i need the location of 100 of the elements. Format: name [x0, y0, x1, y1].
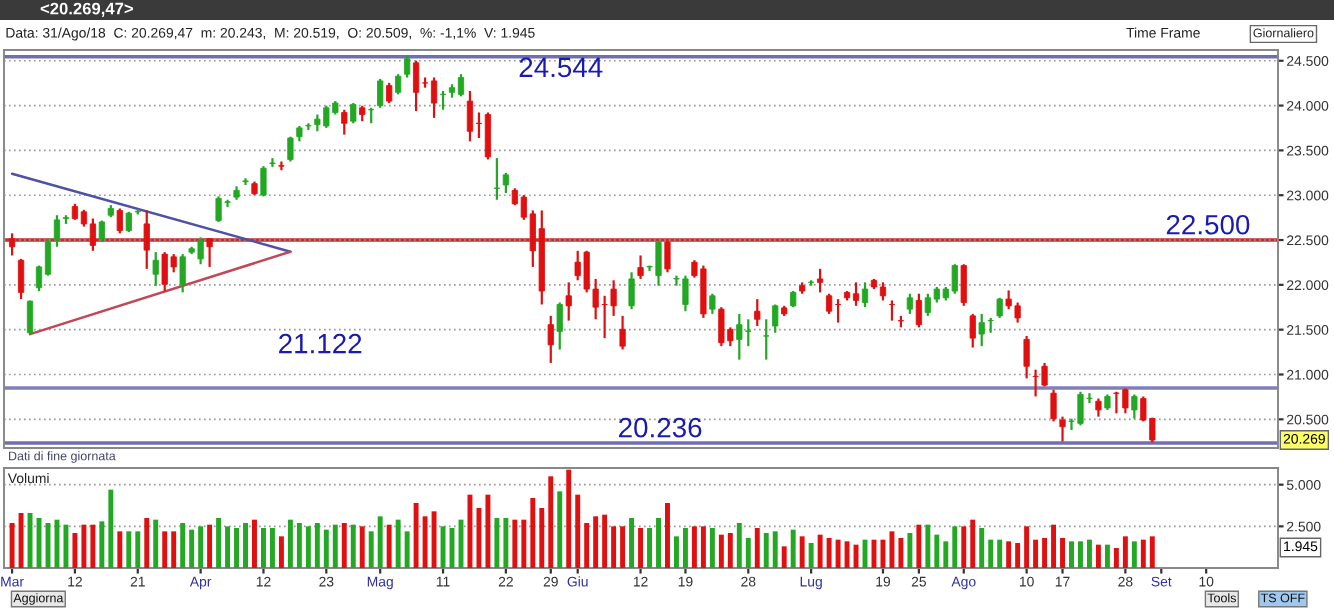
bar [162, 531, 168, 568]
candlestick [969, 312, 976, 349]
bar [261, 528, 266, 568]
candlestick [457, 73, 465, 98]
bar [252, 519, 257, 568]
bar [180, 523, 186, 568]
bar [682, 528, 688, 568]
bar [126, 531, 132, 568]
candlestick [906, 292, 914, 316]
bar [880, 539, 886, 568]
bar [1131, 541, 1137, 568]
candlestick [619, 314, 626, 351]
bar [700, 526, 706, 568]
bar [72, 533, 78, 568]
bar [844, 541, 850, 568]
bar [1024, 526, 1030, 568]
candlestick [466, 89, 474, 143]
bar [413, 503, 419, 568]
bar [593, 516, 599, 568]
candlestick [1131, 393, 1138, 420]
bar [171, 531, 177, 568]
bar [225, 526, 231, 568]
candlestick [8, 232, 16, 257]
bar [278, 536, 284, 568]
bar [988, 539, 994, 568]
bar [323, 529, 329, 568]
bar [287, 519, 293, 568]
bar [1069, 541, 1074, 568]
bar [673, 536, 679, 568]
candlestick [260, 165, 267, 198]
bar [656, 518, 661, 568]
bar [189, 529, 195, 568]
candlestick [377, 77, 384, 109]
candlestick [53, 214, 61, 248]
bar [512, 519, 518, 568]
bar [422, 516, 428, 568]
candlestick [412, 59, 420, 113]
bar [243, 523, 248, 568]
bar [1113, 548, 1119, 568]
bar [781, 546, 787, 568]
bar [386, 524, 392, 568]
candlestick [502, 171, 509, 195]
bar [108, 489, 114, 568]
candlestick [978, 312, 985, 348]
bar [539, 508, 545, 568]
candlestick [915, 292, 922, 329]
bar [916, 524, 922, 568]
candlestick [430, 76, 438, 119]
bar [772, 531, 778, 568]
bar [736, 523, 742, 568]
candlestick [89, 217, 96, 252]
bar [440, 526, 446, 568]
bar [925, 524, 931, 568]
bar [898, 538, 904, 568]
bar [368, 531, 374, 568]
bar [970, 519, 976, 568]
bar [1086, 539, 1092, 568]
bar [207, 524, 213, 568]
bar [99, 521, 105, 568]
bar [332, 524, 338, 568]
bar [889, 531, 895, 568]
ref-line-label: 20.236 [619, 417, 702, 438]
bar [1051, 524, 1057, 568]
candlestick [763, 318, 770, 361]
bar [584, 523, 590, 568]
candlestick [888, 299, 896, 322]
bar [611, 526, 617, 568]
bar [269, 528, 275, 568]
bar [1122, 536, 1128, 568]
bar [296, 523, 302, 568]
candlestick [772, 303, 779, 334]
bar [377, 516, 383, 568]
candlestick [386, 81, 393, 105]
bar [467, 494, 473, 568]
bar [27, 513, 33, 568]
bar [90, 524, 96, 568]
candlestick [1059, 415, 1066, 443]
bar [799, 536, 805, 568]
candlestick [116, 207, 123, 235]
bar [835, 539, 841, 568]
bar [575, 494, 581, 568]
candlestick [1095, 397, 1102, 418]
bar [135, 531, 141, 568]
bar [1060, 538, 1065, 568]
annotation: 21.122 [279, 333, 362, 354]
candlestick [754, 298, 761, 328]
candlestick [556, 301, 563, 351]
bar [404, 531, 410, 568]
bar [1042, 538, 1048, 568]
bar [620, 526, 626, 568]
bar [1006, 541, 1012, 568]
bar [117, 531, 123, 568]
bar [1140, 539, 1146, 568]
ref-line-label: 24.544 [519, 57, 603, 78]
candlestick [879, 281, 887, 302]
bar [1078, 541, 1083, 568]
bar [745, 538, 751, 568]
bar [691, 526, 697, 568]
candlestick [709, 292, 716, 316]
bar [521, 519, 527, 568]
